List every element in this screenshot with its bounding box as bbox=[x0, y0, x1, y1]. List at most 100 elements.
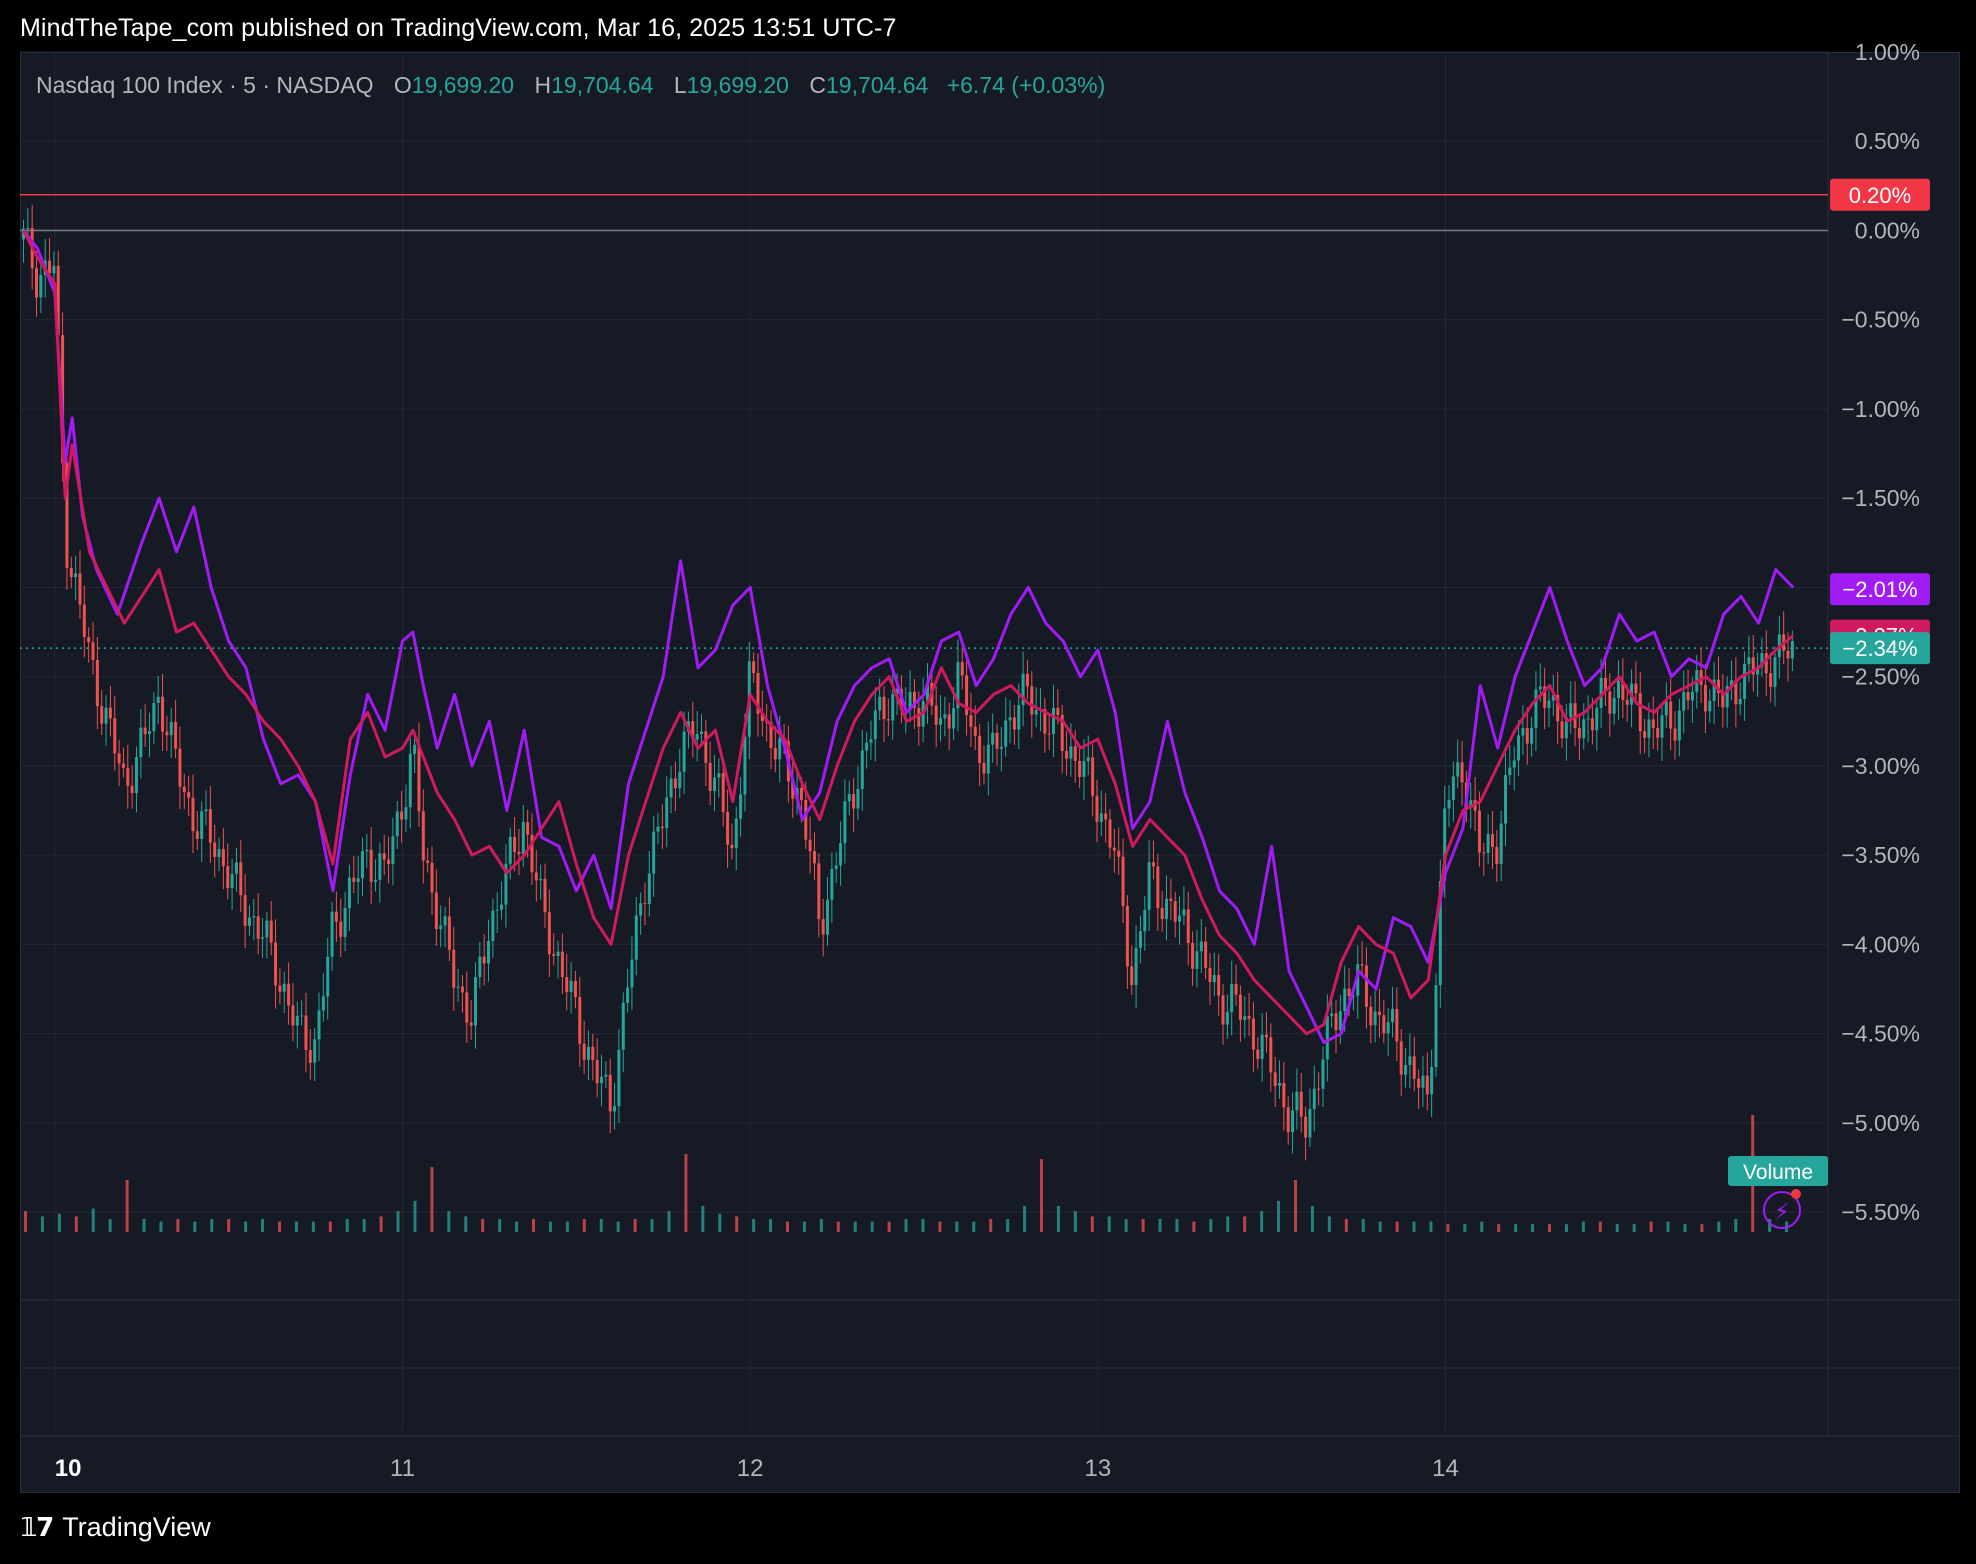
candle-body bbox=[1195, 951, 1199, 969]
candle-body bbox=[1360, 964, 1364, 966]
volume-bar bbox=[24, 1211, 27, 1232]
price-candles bbox=[21, 204, 1794, 1161]
candle-body bbox=[1299, 1091, 1303, 1117]
volume-bar bbox=[1412, 1221, 1416, 1232]
candle-body bbox=[39, 274, 43, 298]
candle-body bbox=[1025, 673, 1029, 687]
candle-body bbox=[1230, 983, 1234, 1013]
candle-body bbox=[1577, 727, 1581, 739]
tradingview-branding[interactable]: 𝟙7 TradingView bbox=[20, 1512, 211, 1543]
candle-body bbox=[460, 986, 464, 993]
volume-bar bbox=[972, 1221, 976, 1232]
candle-body bbox=[517, 851, 521, 854]
candle-body bbox=[95, 660, 99, 707]
candle-body bbox=[1647, 719, 1651, 738]
chart-panel[interactable] bbox=[20, 52, 1960, 1493]
candle-body bbox=[356, 878, 360, 882]
y-tick-label: −0.50% bbox=[1841, 307, 1920, 333]
candle-body bbox=[1247, 1016, 1251, 1019]
candle-body bbox=[447, 916, 451, 950]
candle-body bbox=[960, 662, 964, 676]
candle-body bbox=[873, 710, 877, 740]
candle-body bbox=[269, 920, 273, 943]
candle-body bbox=[287, 983, 291, 1006]
volume-bar bbox=[1666, 1221, 1670, 1232]
candle-body bbox=[413, 744, 417, 754]
candle-body bbox=[1725, 685, 1729, 708]
candle-body bbox=[1564, 717, 1568, 739]
volume-bar bbox=[1327, 1216, 1331, 1232]
volume-bar bbox=[1395, 1221, 1399, 1232]
candle-body bbox=[174, 721, 178, 749]
candle-body bbox=[330, 911, 334, 957]
candle-body bbox=[1490, 834, 1494, 847]
candle-body bbox=[1521, 728, 1525, 736]
candle-body bbox=[613, 1106, 617, 1112]
candle-body bbox=[1165, 898, 1169, 919]
candle-body bbox=[595, 1060, 599, 1084]
candle-body bbox=[87, 636, 91, 643]
candle-body bbox=[243, 895, 247, 926]
volume-bar bbox=[261, 1219, 265, 1232]
candle-body bbox=[743, 736, 747, 795]
candle-body bbox=[1404, 1064, 1408, 1075]
volume-bar bbox=[1192, 1221, 1196, 1232]
volume-bar bbox=[1463, 1224, 1467, 1232]
candle-body bbox=[1143, 909, 1147, 932]
candle-body bbox=[665, 797, 669, 829]
candle-body bbox=[1538, 686, 1542, 690]
y-tick-label: −1.50% bbox=[1841, 485, 1920, 511]
volume-bar bbox=[74, 1216, 78, 1232]
candle-body bbox=[1595, 707, 1599, 731]
candle-body bbox=[343, 908, 347, 937]
volume-bar bbox=[1141, 1219, 1145, 1232]
volume-bar bbox=[193, 1221, 197, 1232]
candle-body bbox=[469, 1022, 473, 1026]
candle-body bbox=[1451, 776, 1455, 800]
y-tick-label: −1.00% bbox=[1841, 396, 1920, 422]
candle-body bbox=[539, 878, 543, 881]
candle-body bbox=[947, 714, 951, 729]
candle-body bbox=[165, 731, 169, 736]
candle-body bbox=[1291, 1110, 1295, 1133]
candle-body bbox=[473, 977, 477, 1026]
candle-body bbox=[560, 951, 564, 978]
candle-body bbox=[852, 794, 856, 809]
candle-body bbox=[1530, 727, 1534, 744]
volume-bar bbox=[616, 1221, 620, 1232]
candle-body bbox=[917, 707, 921, 727]
candle-body bbox=[1160, 907, 1164, 919]
candle-body bbox=[1551, 695, 1555, 701]
candle-body bbox=[347, 877, 351, 909]
candle-body bbox=[830, 868, 834, 900]
volume-bar bbox=[447, 1211, 451, 1232]
candle-body bbox=[282, 983, 286, 992]
series-line-magenta bbox=[22, 229, 1795, 1036]
candle-body bbox=[778, 738, 782, 760]
high-label: H bbox=[534, 72, 552, 98]
candle-body bbox=[934, 705, 938, 725]
candle-body bbox=[1734, 680, 1738, 705]
volume-bar bbox=[870, 1221, 874, 1232]
candle-body bbox=[1191, 942, 1195, 969]
candle-body bbox=[1743, 664, 1747, 699]
candle-body bbox=[126, 767, 130, 786]
symbol-name[interactable]: Nasdaq 100 Index · 5 · NASDAQ bbox=[36, 72, 374, 98]
candle-body bbox=[704, 731, 708, 763]
close-label: C bbox=[809, 72, 826, 98]
candle-body bbox=[1712, 679, 1716, 701]
candle-body bbox=[569, 980, 573, 993]
candle-body bbox=[1260, 1034, 1264, 1059]
candle-body bbox=[1582, 719, 1586, 739]
candle-body bbox=[1408, 1056, 1412, 1065]
volume-bar bbox=[1090, 1216, 1094, 1232]
volume-bar bbox=[769, 1219, 773, 1232]
candle-body bbox=[600, 1076, 604, 1084]
symbol-legend[interactable]: Nasdaq 100 Index · 5 · NASDAQ O19,699.20… bbox=[36, 72, 1105, 99]
volume-bar bbox=[904, 1219, 908, 1232]
candle-body bbox=[291, 1005, 295, 1026]
candle-body bbox=[1278, 1082, 1282, 1087]
candle-body bbox=[200, 811, 204, 839]
candle-body bbox=[708, 762, 712, 792]
